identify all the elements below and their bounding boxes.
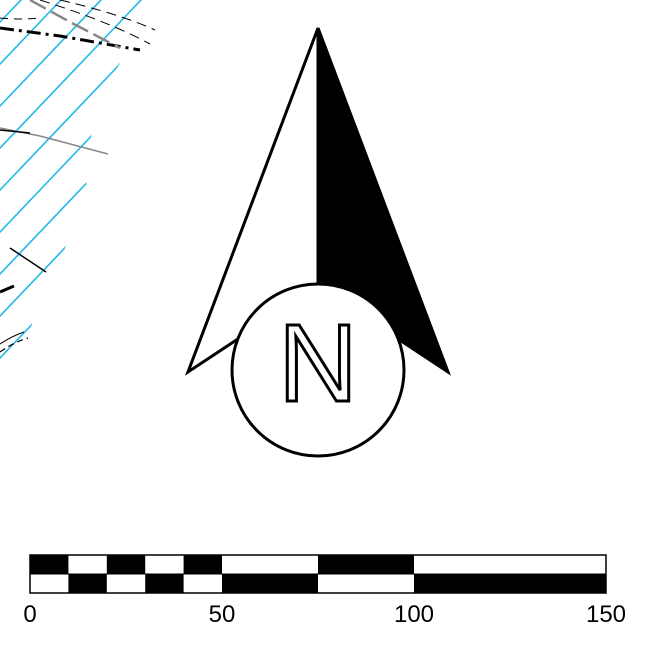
grey-road-line <box>29 0 121 50</box>
dash-dot-boundary-line <box>0 26 141 52</box>
scale-segment <box>68 574 107 593</box>
curved-track-line <box>0 337 29 353</box>
north-arrow-circle <box>230 282 406 458</box>
black-road-stub <box>0 284 15 294</box>
scale-segment <box>106 555 146 574</box>
curved-track-line-2 <box>0 331 25 345</box>
scale-segment <box>183 555 222 574</box>
dashed-contour-line <box>39 0 151 45</box>
scale-segment <box>145 574 184 593</box>
map-linework <box>0 0 156 353</box>
scale-segment <box>414 574 606 593</box>
scale-segment <box>222 574 318 593</box>
black-path-line <box>9 247 47 273</box>
scale-label-50: 50 <box>209 601 236 628</box>
scale-segment <box>318 555 414 574</box>
scale-label-100: 100 <box>394 601 434 628</box>
scale-label-0: 0 <box>23 601 36 628</box>
north-arrow: N <box>184 27 452 458</box>
scale-bar: 0 50 100 150 <box>23 554 626 628</box>
scale-segment <box>30 555 69 574</box>
scale-label-150: 150 <box>586 601 626 628</box>
dashed-contour-line-3 <box>0 17 41 20</box>
north-letter: N <box>278 302 357 425</box>
dashed-contour-line-2 <box>59 0 156 31</box>
black-track-line <box>0 129 31 134</box>
